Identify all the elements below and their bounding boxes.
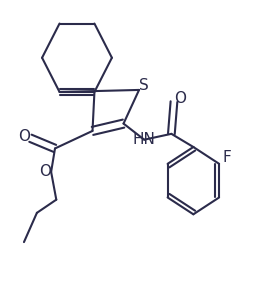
Text: O: O (18, 129, 30, 144)
Text: O: O (39, 164, 51, 179)
Text: F: F (223, 150, 231, 165)
Text: HN: HN (133, 132, 156, 147)
Text: S: S (139, 78, 149, 93)
Text: O: O (174, 91, 186, 106)
